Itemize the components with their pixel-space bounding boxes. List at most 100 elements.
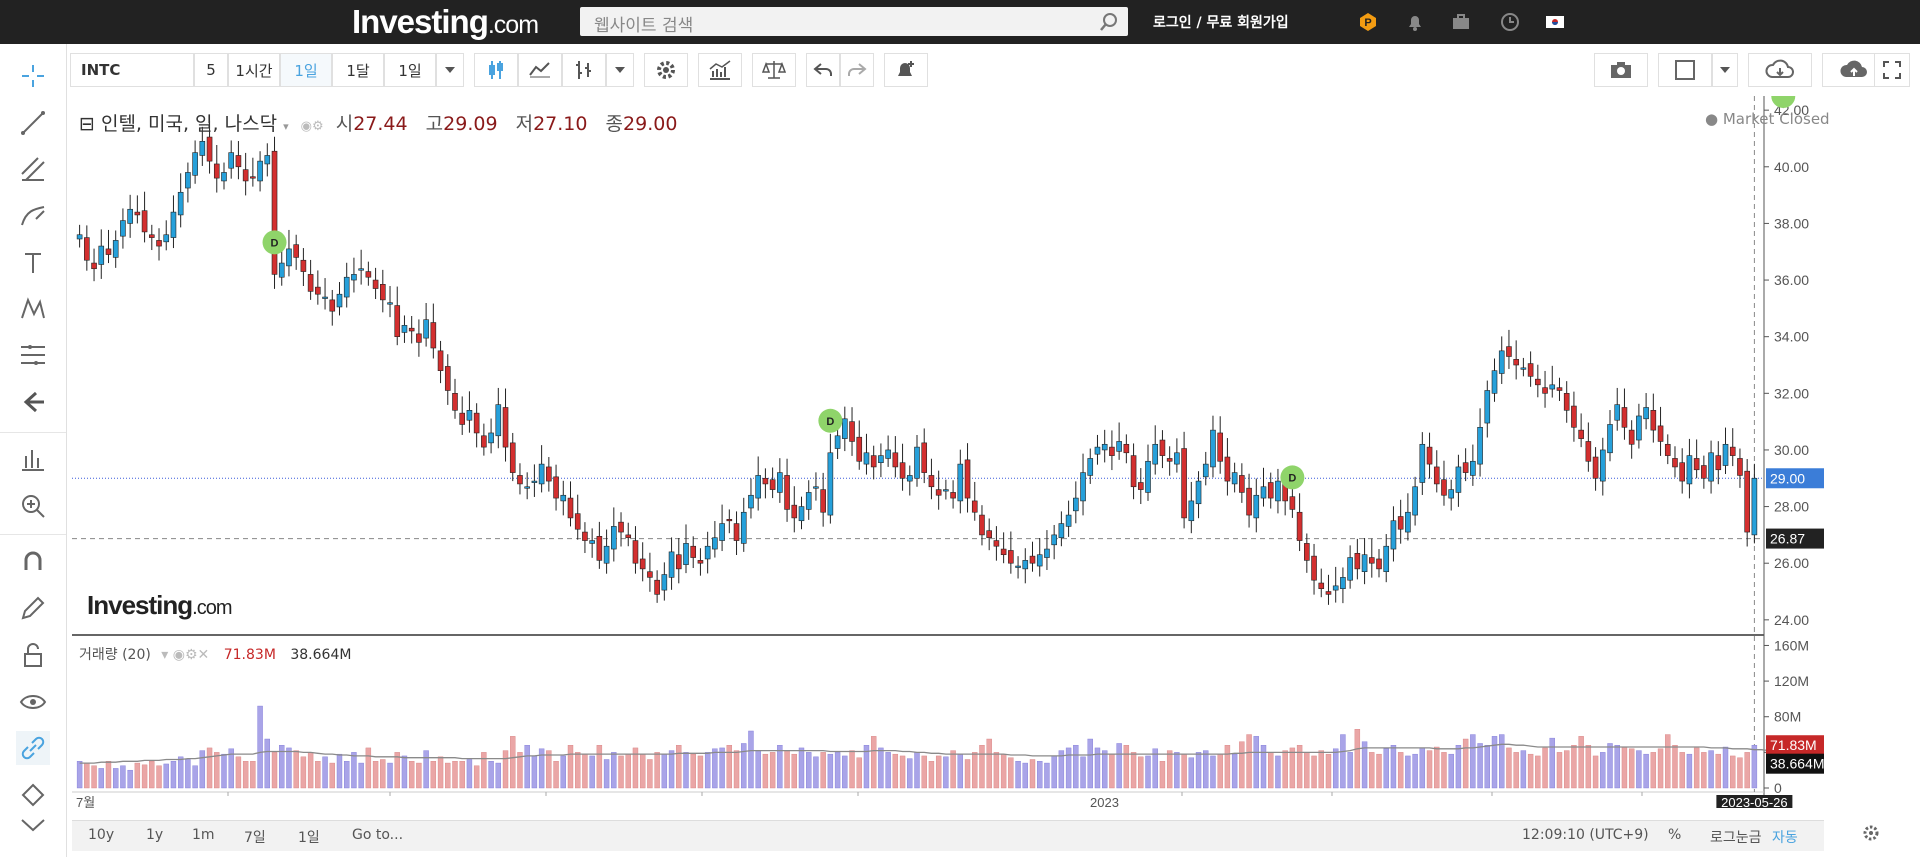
volume-bar	[1614, 745, 1620, 789]
interval-1mo[interactable]: 1달	[332, 53, 384, 87]
auto-scale-toggle[interactable]: 자동	[1772, 830, 1798, 846]
volume-bar	[423, 750, 429, 789]
candle-body	[1159, 439, 1166, 456]
symbol-input[interactable]: INTC	[70, 53, 194, 87]
volume-settings-icon[interactable]: ▾ ◉⚙✕	[161, 647, 210, 663]
magnet-tool[interactable]	[16, 544, 50, 578]
search-input[interactable]: 웹사이트 검색	[580, 7, 1128, 36]
volume-bar	[344, 761, 350, 789]
goto-button[interactable]: Go to...	[352, 827, 404, 843]
candle-body	[1419, 443, 1426, 483]
chart-type-dropdown[interactable]	[606, 53, 634, 87]
pitchfork-tool[interactable]	[16, 152, 50, 186]
range-1m[interactable]: 1m	[192, 827, 215, 843]
volume-bar	[1159, 761, 1166, 789]
candle-body	[1130, 455, 1137, 488]
clock-icon[interactable]	[1500, 12, 1520, 32]
visibility-tool[interactable]	[16, 685, 50, 719]
candle-body	[755, 475, 761, 499]
volume-bar	[769, 752, 776, 789]
back-button[interactable]	[16, 385, 50, 419]
fullscreen-button[interactable]	[1874, 53, 1910, 87]
candles-button[interactable]	[474, 53, 518, 87]
candle-body	[589, 540, 595, 544]
briefcase-icon[interactable]	[1451, 12, 1471, 32]
range-1y[interactable]: 1y	[146, 827, 164, 843]
remove-tool[interactable]	[16, 778, 50, 812]
login-link[interactable]: 로그인 / 무료 회원가입	[1153, 15, 1289, 31]
bell-icon[interactable]	[1405, 12, 1425, 32]
candle-body	[582, 531, 588, 541]
toolbar-scroll[interactable]	[0, 808, 66, 857]
volume-bar	[84, 762, 90, 789]
candle-body	[603, 545, 610, 564]
range-10y[interactable]: 10y	[88, 827, 115, 843]
candle-body	[401, 325, 408, 333]
candle-body	[1729, 446, 1736, 456]
bars-button[interactable]	[562, 53, 606, 87]
compare-button[interactable]	[752, 53, 796, 87]
indicators-button[interactable]	[698, 53, 742, 87]
cloud-download-icon	[1765, 59, 1794, 78]
text-tool[interactable]	[16, 246, 50, 280]
pitchfork-icon	[21, 157, 45, 181]
undo-button[interactable]	[806, 53, 840, 87]
layout-dropdown[interactable]	[1712, 53, 1738, 87]
candle-body	[1470, 460, 1476, 476]
volume-bar	[943, 756, 949, 789]
title-dropdown-icon[interactable]: ▾	[283, 120, 289, 133]
candle-body	[1744, 470, 1750, 533]
interval-1d[interactable]: 1일	[280, 53, 332, 87]
range-7d[interactable]: 7일	[244, 830, 266, 846]
volume-bar	[1087, 738, 1093, 789]
interval-input[interactable]: 5	[194, 53, 228, 87]
fib-tool[interactable]	[16, 338, 50, 372]
range-1d[interactable]: 1일	[298, 830, 320, 846]
crosshair-tool[interactable]	[16, 59, 50, 93]
collapse-icon[interactable]: ⊟	[79, 113, 95, 135]
brush-tool[interactable]	[16, 199, 50, 233]
interval-1h[interactable]: 1시간	[228, 53, 280, 87]
trendline-tool[interactable]	[16, 106, 50, 140]
zoom-tool[interactable]	[16, 489, 50, 523]
indicators-tool[interactable]	[16, 442, 50, 476]
candle-body	[798, 506, 805, 522]
link-tool[interactable]	[16, 731, 50, 765]
candle-body	[1686, 455, 1693, 485]
line-chart-button[interactable]	[518, 53, 562, 87]
candle-body	[423, 319, 429, 339]
interval-dropdown[interactable]	[436, 53, 464, 87]
candle-body	[632, 540, 639, 564]
candle-body	[719, 523, 725, 541]
percent-toggle[interactable]: %	[1668, 827, 1682, 843]
volume-tick-label: 160M	[1774, 637, 1809, 653]
volume-bar	[567, 745, 574, 789]
redo-button[interactable]	[840, 53, 874, 87]
candle-body	[791, 504, 798, 519]
search-icon[interactable]	[1098, 11, 1120, 33]
layout-button[interactable]	[1658, 53, 1712, 87]
open-value: 27.44	[353, 113, 408, 135]
candle-body	[1607, 424, 1613, 454]
pro-icon[interactable]: P	[1358, 12, 1378, 32]
interval-custom[interactable]: 1일	[384, 53, 436, 87]
camera-icon	[1611, 62, 1631, 78]
settings-button[interactable]	[644, 53, 688, 87]
lock-tool[interactable]	[16, 638, 50, 672]
korea-flag-icon[interactable]	[1545, 12, 1565, 32]
legend-eye-icon[interactable]: ◉⚙	[300, 119, 324, 134]
snapshot-button[interactable]	[1594, 53, 1648, 87]
site-logo[interactable]: Investing.com	[352, 3, 539, 40]
price-chart[interactable]: 42.0040.0038.0036.0034.0032.0030.0028.00…	[72, 96, 1824, 808]
price-tick-label: 26.00	[1774, 555, 1809, 571]
cloud-load-button[interactable]	[1748, 53, 1812, 87]
edit-tool[interactable]	[16, 591, 50, 625]
volume-bar	[553, 761, 559, 789]
chart-settings-button[interactable]	[1862, 824, 1880, 846]
candle-body	[1080, 472, 1086, 502]
pattern-tool[interactable]	[16, 292, 50, 326]
dividend-marker-label: D	[1288, 472, 1296, 484]
volume-bar	[336, 753, 343, 789]
log-scale-toggle[interactable]: 로그눈금	[1710, 830, 1762, 846]
alert-button[interactable]	[884, 53, 928, 87]
